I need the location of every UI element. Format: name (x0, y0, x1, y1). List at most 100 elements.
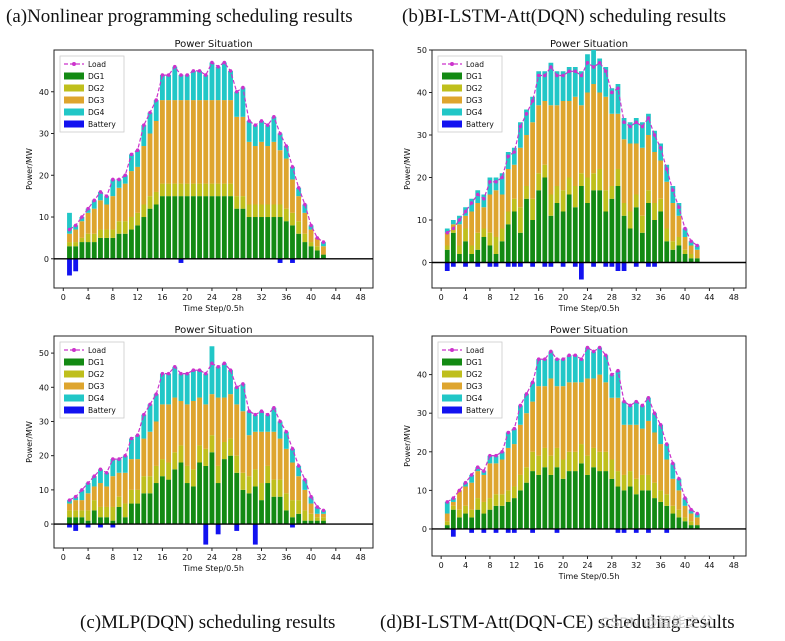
load-marker (259, 119, 264, 123)
bar-dg3 (469, 211, 475, 246)
y-tick-label: 30 (417, 409, 427, 418)
bar-dg1 (536, 190, 542, 263)
x-tick-label: 24 (582, 293, 592, 302)
bar-dg4 (252, 414, 258, 432)
bar-dg2 (271, 479, 277, 497)
bar-dg3 (493, 463, 499, 495)
bar-dg3 (450, 224, 456, 229)
bar-dg1 (290, 225, 295, 259)
bar-dg3 (141, 438, 147, 477)
bar-dg4 (530, 382, 535, 402)
bar-dg2 (203, 183, 209, 197)
bar-dg4 (209, 62, 215, 101)
bar-dg1 (499, 505, 505, 529)
y-tick-label: 20 (39, 452, 49, 461)
bar-dg2 (682, 517, 688, 522)
bar-dg2 (572, 451, 578, 472)
bar-dg2 (572, 186, 578, 208)
bar-dg4 (469, 474, 475, 483)
bar-dg3 (290, 462, 295, 501)
load-line (446, 61, 698, 246)
bar-dg1 (457, 254, 462, 263)
x-tick-label: 0 (61, 553, 66, 562)
bar-dg1 (487, 509, 493, 529)
bar-dg4 (560, 359, 566, 387)
bar-dg1 (283, 221, 289, 259)
legend-label: DG4 (466, 108, 483, 117)
bar-dg4 (283, 431, 289, 449)
x-tick-label: 44 (331, 553, 341, 562)
bar-dg3 (524, 135, 529, 186)
bar-dg3 (79, 221, 85, 238)
bar-dg2 (499, 494, 505, 506)
bar-dg1 (259, 500, 264, 525)
legend-swatch (442, 108, 462, 116)
bar-dg2 (277, 479, 283, 497)
bar-dg4 (530, 96, 535, 123)
bar-dg2 (597, 169, 603, 191)
bar-battery (290, 524, 295, 528)
bar-dg3 (308, 229, 314, 243)
bar-dg3 (518, 424, 523, 475)
bar-dg2 (639, 474, 645, 491)
load-marker (309, 223, 313, 228)
load-marker (610, 90, 614, 95)
load-marker (445, 500, 450, 504)
bar-dg2 (676, 509, 682, 518)
bar-dg2 (215, 183, 221, 197)
bar-dg4 (554, 71, 560, 106)
legend-swatch (442, 406, 462, 414)
bar-dg3 (542, 101, 548, 165)
load-marker (284, 144, 289, 148)
load-marker (561, 73, 565, 78)
y-tick-label: 20 (417, 448, 427, 457)
bar-dg1 (252, 486, 258, 525)
bar-dg3 (221, 397, 227, 442)
bar-dg1 (682, 254, 688, 263)
x-tick-label: 8 (487, 293, 492, 302)
bar-dg2 (475, 498, 481, 510)
bar-dg2 (469, 509, 475, 518)
bar-battery (469, 528, 475, 533)
legend-box (59, 341, 125, 419)
x-tick-label: 48 (356, 553, 366, 562)
y-tick-label: 0 (422, 259, 427, 268)
bar-dg4 (172, 66, 178, 101)
chart-panel-d: Power Situation 0 4 8 12 16 20 24 28 32 36 40 44 48 0 1… (400, 320, 750, 588)
bar-dg2 (190, 183, 196, 197)
bar-battery (560, 262, 566, 267)
bar-dg2 (487, 498, 493, 510)
load-marker (463, 480, 468, 485)
bar-dg1 (321, 520, 326, 525)
bar-dg3 (153, 120, 159, 192)
load-marker (135, 148, 140, 153)
bar-dg4 (67, 212, 72, 234)
legend-marker-load (450, 62, 454, 66)
legend-swatch (64, 382, 84, 390)
load-marker (652, 411, 657, 415)
load-marker (573, 69, 578, 74)
bar-battery (554, 528, 560, 533)
bar-dg1 (579, 463, 584, 529)
bar-dg3 (135, 459, 141, 490)
bar-dg3 (271, 431, 277, 480)
x-tick-label: 24 (207, 553, 217, 562)
bar-dg1 (646, 203, 651, 263)
bar-dg2 (172, 452, 178, 470)
y-tick-label: 0 (44, 255, 49, 264)
bar-dg4 (190, 370, 196, 401)
bar-dg3 (572, 96, 578, 186)
x-tick-label: 4 (86, 553, 91, 562)
bar-dg3 (548, 378, 554, 456)
bar-dg1 (234, 208, 240, 259)
bar-dg1 (511, 498, 517, 529)
bar-dg4 (296, 465, 302, 477)
load-marker (463, 209, 468, 214)
bar-dg4 (579, 359, 584, 383)
bar-dg2 (246, 204, 252, 218)
bar-dg3 (560, 386, 566, 460)
bar-dg3 (621, 139, 627, 203)
bar-dg4 (215, 66, 221, 101)
load-marker (185, 73, 189, 77)
bar-dg3 (172, 100, 178, 184)
